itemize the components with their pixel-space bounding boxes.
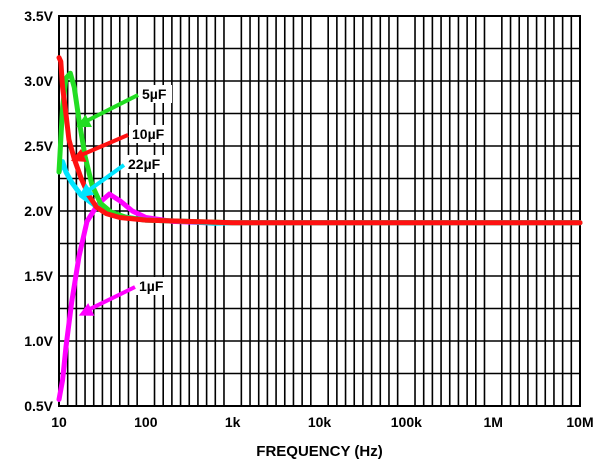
x-tick-label: 100k xyxy=(391,414,422,430)
x-tick-label: 100 xyxy=(134,414,158,430)
y-tick-label: 2.5V xyxy=(24,138,53,154)
x-tick-label: 10 xyxy=(51,414,67,430)
annotation-label-bg xyxy=(129,125,171,143)
annotation-arrowhead xyxy=(78,303,95,316)
annotation-arrowhead xyxy=(70,148,87,162)
y-tick-label: 0.5V xyxy=(24,398,53,414)
y-tick-label: 3.5V xyxy=(24,8,53,24)
x-tick-label: 10k xyxy=(308,414,332,430)
y-tick-label: 3.0V xyxy=(24,73,53,89)
x-tick-label: 1k xyxy=(225,414,241,430)
annotation-arrowhead xyxy=(78,183,95,198)
x-axis-title: FREQUENCY (Hz) xyxy=(256,443,382,460)
annotation-arrow xyxy=(83,285,136,314)
annotation-arrow xyxy=(81,93,139,125)
annotation-label: 1µF xyxy=(139,278,164,294)
y-tick-label: 1.5V xyxy=(24,268,53,284)
y-tick-label: 1.0V xyxy=(24,333,53,349)
annotation-label-bg xyxy=(136,277,169,295)
annotation-label-bg xyxy=(139,85,172,103)
annotation-arrowhead xyxy=(76,114,92,128)
annotation-arrow xyxy=(83,163,126,195)
annotation-label: 22µF xyxy=(128,156,161,172)
annotation-label: 5µF xyxy=(142,86,167,102)
annotation-arrow xyxy=(76,133,129,159)
y-tick-label: 2.0V xyxy=(24,203,53,219)
x-tick-label: 1M xyxy=(483,414,502,430)
annotation-label-bg xyxy=(125,155,167,173)
annotation-label: 10µF xyxy=(132,126,165,142)
plot-frame xyxy=(58,15,581,407)
x-tick-label: 10M xyxy=(566,414,593,430)
